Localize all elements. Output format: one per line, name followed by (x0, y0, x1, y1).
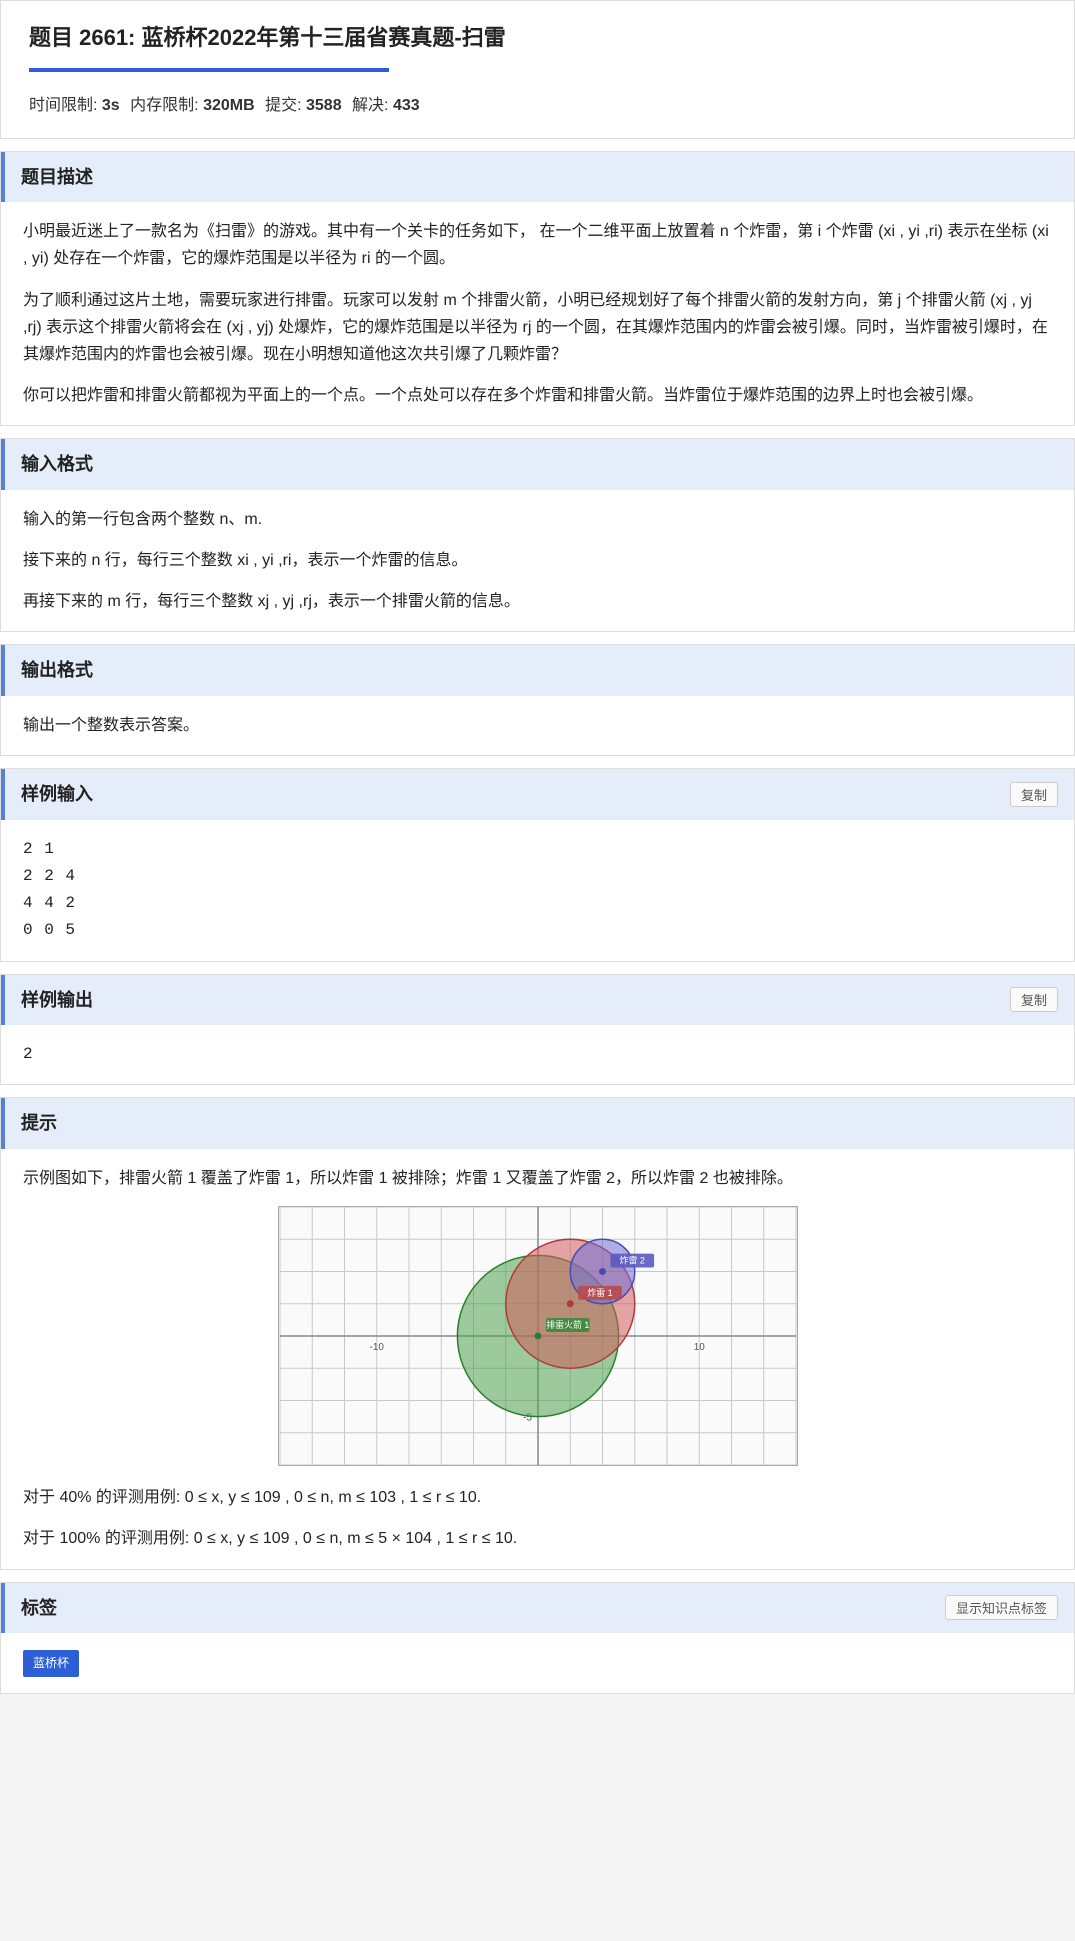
hint-p1: 示例图如下，排雷火箭 1 覆盖了炸雷 1，所以炸雷 1 被排除；炸雷 1 又覆盖… (23, 1165, 1052, 1192)
heading-tags: 标签 (21, 1593, 57, 1624)
input-p2: 接下来的 n 行，每行三个整数 xi , yi ,ri，表示一个炸雷的信息。 (23, 547, 1052, 574)
time-limit-value: 3s (102, 97, 120, 114)
section-body-sample-output: 2 (1, 1025, 1074, 1084)
solve-label: 解决: (352, 97, 393, 114)
section-header-input: 输入格式 (1, 439, 1074, 490)
desc-p3: 你可以把炸雷和排雷火箭都视为平面上的一个点。一个点处可以存在多个炸雷和排雷火箭。… (23, 382, 1052, 409)
desc-p1: 小明最近迷上了一款名为《扫雷》的游戏。其中有一个关卡的任务如下， 在一个二维平面… (23, 218, 1052, 272)
show-tags-button[interactable]: 显示知识点标签 (945, 1595, 1058, 1620)
section-sample-input: 样例输入 复制 2 1 2 2 4 4 4 2 0 0 5 (0, 768, 1075, 961)
input-p3: 再接下来的 m 行，每行三个整数 xj , yj ,rj，表示一个排雷火箭的信息… (23, 588, 1052, 615)
section-header-description: 题目描述 (1, 152, 1074, 203)
section-header-tags: 标签 显示知识点标签 (1, 1583, 1074, 1634)
tag-chip[interactable]: 蓝桥杯 (23, 1650, 79, 1676)
section-sample-output: 样例输出 复制 2 (0, 974, 1075, 1086)
mem-limit-value: 320MB (203, 97, 255, 114)
section-header-sample-input: 样例输入 复制 (1, 769, 1074, 820)
copy-sample-output-button[interactable]: 复制 (1010, 987, 1058, 1012)
solve-value: 433 (393, 97, 420, 114)
section-body-description: 小明最近迷上了一款名为《扫雷》的游戏。其中有一个关卡的任务如下， 在一个二维平面… (1, 202, 1074, 425)
section-body-output: 输出一个整数表示答案。 (1, 696, 1074, 755)
input-p1: 输入的第一行包含两个整数 n、m. (23, 506, 1052, 533)
section-body-input: 输入的第一行包含两个整数 n、m. 接下来的 n 行，每行三个整数 xi , y… (1, 490, 1074, 632)
hint-p3: 对于 100% 的评测用例: 0 ≤ x, y ≤ 109 , 0 ≤ n, m… (23, 1525, 1052, 1552)
svg-text:炸雷 1: 炸雷 1 (587, 1287, 612, 1298)
hint-chart: -1010-5排雷火箭 1炸雷 1炸雷 2 (278, 1206, 798, 1466)
section-body-tags: 蓝桥杯 (1, 1633, 1074, 1692)
hint-p2: 对于 40% 的评测用例: 0 ≤ x, y ≤ 109 , 0 ≤ n, m … (23, 1484, 1052, 1511)
svg-text:10: 10 (693, 1342, 705, 1353)
section-hint: 提示 示例图如下，排雷火箭 1 覆盖了炸雷 1，所以炸雷 1 被排除；炸雷 1 … (0, 1097, 1075, 1569)
svg-text:-10: -10 (369, 1342, 384, 1353)
heading-output: 输出格式 (21, 655, 93, 686)
section-input: 输入格式 输入的第一行包含两个整数 n、m. 接下来的 n 行，每行三个整数 x… (0, 438, 1075, 632)
heading-description: 题目描述 (21, 162, 93, 193)
submit-label: 提交: (265, 97, 306, 114)
mem-limit-label: 内存限制: (130, 97, 203, 114)
output-p1: 输出一个整数表示答案。 (23, 712, 1052, 739)
section-body-hint: 示例图如下，排雷火箭 1 覆盖了炸雷 1，所以炸雷 1 被排除；炸雷 1 又覆盖… (1, 1149, 1074, 1569)
section-description: 题目描述 小明最近迷上了一款名为《扫雷》的游戏。其中有一个关卡的任务如下， 在一… (0, 151, 1075, 427)
sample-output-content: 2 (23, 1041, 1052, 1068)
desc-p2: 为了顺利通过这片土地，需要玩家进行排雷。玩家可以发射 m 个排雷火箭，小明已经规… (23, 287, 1052, 369)
section-header-hint: 提示 (1, 1098, 1074, 1149)
section-tags: 标签 显示知识点标签 蓝桥杯 (0, 1582, 1075, 1694)
submit-value: 3588 (306, 97, 342, 114)
sample-input-content: 2 1 2 2 4 4 4 2 0 0 5 (23, 836, 1052, 945)
section-header-output: 输出格式 (1, 645, 1074, 696)
heading-sample-output: 样例输出 (21, 985, 93, 1016)
hint-chart-wrap: -1010-5排雷火箭 1炸雷 1炸雷 2 (23, 1206, 1052, 1466)
section-output: 输出格式 输出一个整数表示答案。 (0, 644, 1075, 756)
section-header-sample-output: 样例输出 复制 (1, 975, 1074, 1026)
meta-row: 时间限制: 3s 内存限制: 320MB 提交: 3588 解决: 433 (29, 92, 1046, 119)
title-card: 题目 2661: 蓝桥杯2022年第十三届省赛真题-扫雷 时间限制: 3s 内存… (0, 0, 1075, 139)
time-limit-label: 时间限制: (29, 97, 102, 114)
heading-input: 输入格式 (21, 449, 93, 480)
title-underline (29, 68, 389, 72)
svg-text:炸雷 2: 炸雷 2 (619, 1255, 644, 1266)
heading-hint: 提示 (21, 1108, 57, 1139)
problem-title: 题目 2661: 蓝桥杯2022年第十三届省赛真题-扫雷 (29, 19, 1046, 56)
copy-sample-input-button[interactable]: 复制 (1010, 782, 1058, 807)
heading-sample-input: 样例输入 (21, 779, 93, 810)
svg-text:排雷火箭 1: 排雷火箭 1 (546, 1319, 589, 1330)
section-body-sample-input: 2 1 2 2 4 4 4 2 0 0 5 (1, 820, 1074, 961)
